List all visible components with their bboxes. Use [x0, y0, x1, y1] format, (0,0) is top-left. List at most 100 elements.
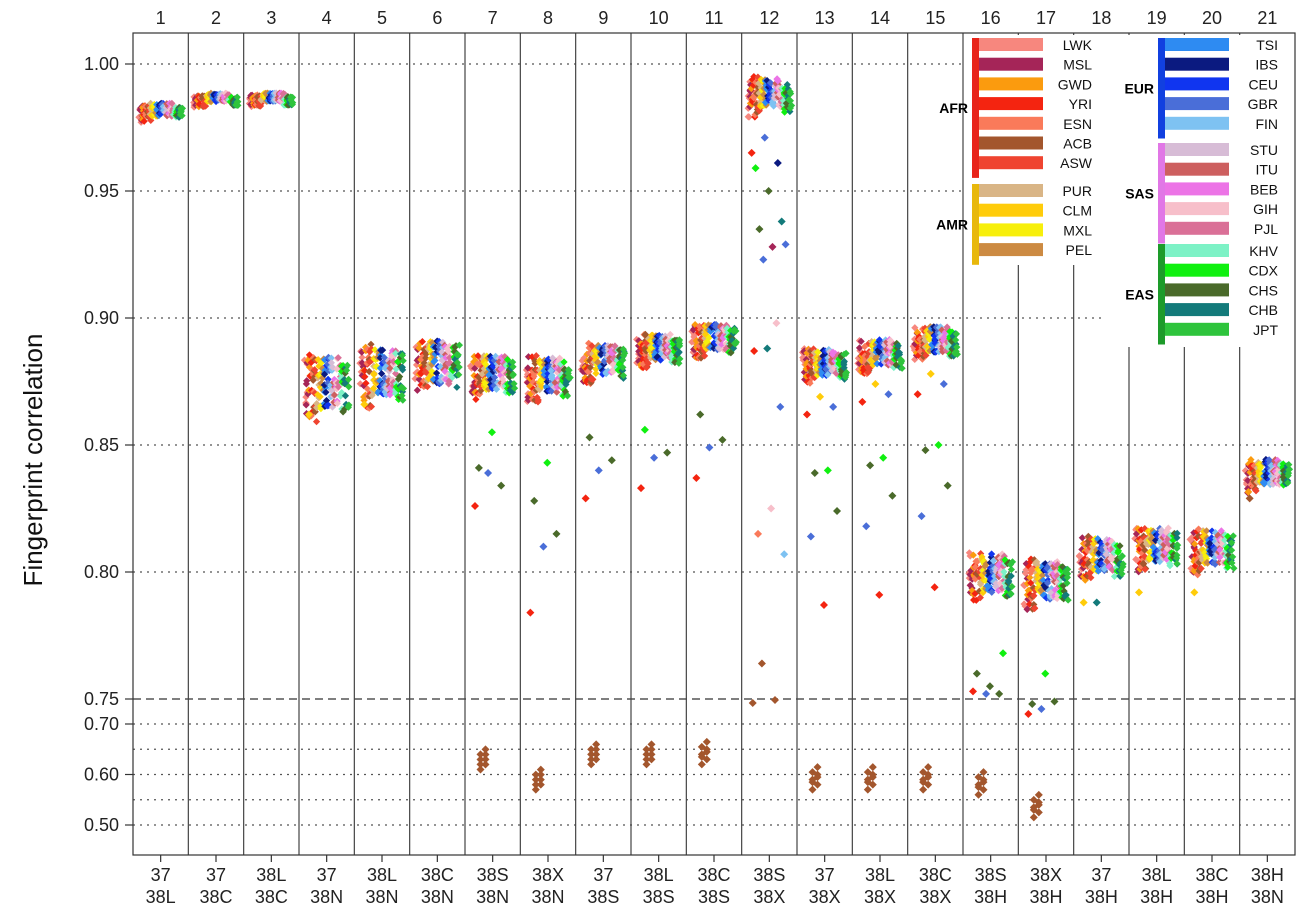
legend-item-pjl: PJL	[1254, 221, 1278, 237]
point-khv	[1110, 572, 1119, 581]
point-gwd	[802, 361, 811, 369]
outlier-chs	[888, 491, 897, 500]
point-yri	[1192, 551, 1200, 559]
point-fin	[881, 353, 889, 361]
outlier-acb	[647, 750, 656, 759]
point-jpt	[564, 366, 573, 374]
point-fin	[1156, 558, 1164, 566]
point-acb	[807, 347, 815, 355]
point-gbr	[1210, 546, 1219, 554]
point-gih	[1163, 545, 1171, 553]
point-pjl	[666, 350, 674, 358]
point-gbr	[547, 387, 556, 395]
y-axis-label: Fingerprint correlation	[18, 334, 48, 587]
point-pel	[816, 357, 824, 365]
point-asw	[588, 342, 596, 350]
outlier-acb	[924, 773, 933, 782]
legend-swatch	[1165, 221, 1229, 235]
point-stu	[549, 354, 557, 362]
point-ibs	[710, 344, 718, 352]
point-gih	[445, 347, 453, 356]
point-jpt	[1229, 532, 1237, 540]
outlier-acb	[868, 763, 877, 772]
x-tick-label: 38C	[421, 865, 454, 885]
point-gih	[445, 342, 454, 350]
legend-item-mxl: MXL	[1063, 222, 1092, 238]
point-khv	[1221, 531, 1229, 539]
point-ibs	[322, 388, 330, 396]
point-jpt	[1118, 570, 1126, 578]
legend-item-chs: CHS	[1248, 282, 1278, 298]
point-chb	[562, 378, 570, 386]
point-chb	[1061, 592, 1069, 600]
point-chs	[1279, 467, 1288, 475]
outlier-cdx	[879, 453, 888, 462]
outlier-acb	[592, 740, 601, 749]
outlier-chs	[995, 689, 1004, 698]
point-beb	[1161, 548, 1169, 556]
outlier-chs	[663, 448, 672, 457]
point-gwd	[1190, 555, 1199, 563]
point-gbr	[324, 360, 332, 368]
point-pel	[1038, 571, 1047, 579]
point-acb	[698, 340, 706, 348]
point-fin	[549, 375, 557, 383]
point-pur	[536, 386, 544, 394]
point-tsi	[596, 362, 605, 370]
point-mxl	[759, 87, 767, 96]
point-asw	[1141, 552, 1149, 561]
outlier-acb	[748, 699, 757, 707]
point-acb	[420, 359, 428, 367]
point-jpt	[898, 364, 906, 372]
outlier-yri	[803, 410, 811, 419]
point-fin	[492, 352, 500, 360]
point-asw	[811, 373, 819, 381]
point-khv	[338, 389, 346, 397]
point-jpt	[344, 375, 353, 384]
point-msl	[471, 364, 479, 372]
legend-item-ibs: IBS	[1255, 57, 1278, 73]
legend-swatch	[979, 184, 1043, 197]
point-acb	[311, 408, 319, 416]
point-beb	[1216, 546, 1224, 554]
point-jpt	[455, 341, 464, 349]
point-jpt	[786, 104, 794, 112]
point-itu	[1104, 556, 1112, 564]
point-msl	[1023, 605, 1031, 613]
point-fin	[824, 354, 832, 362]
plot-frame	[132, 32, 1296, 856]
point-cdx	[504, 380, 512, 388]
point-pel	[1202, 527, 1211, 535]
point-clm	[1034, 565, 1042, 573]
point-pjl	[389, 357, 398, 366]
outlier-acb	[757, 659, 766, 668]
point-gwd	[1190, 567, 1198, 575]
legend-item-fin: FIN	[1255, 116, 1278, 132]
legend-group-bar	[1158, 38, 1165, 139]
point-mxl	[647, 343, 656, 352]
point-chb	[949, 352, 958, 360]
outlier-acb	[808, 785, 817, 794]
x-tick-label: 38N	[421, 887, 454, 907]
y-axis-ticks: 1.00 0.95 0.90 0.85 0.80 0.75 0.70 0.60 0.50	[84, 54, 133, 835]
point-chb	[952, 340, 960, 348]
point-yri	[417, 381, 425, 389]
point-jpt	[619, 345, 627, 353]
legend-item-itu: ITU	[1255, 162, 1278, 178]
legend-group-label: AMR	[936, 216, 968, 232]
point-esn	[418, 353, 426, 361]
point-khv	[559, 369, 567, 378]
point-lwk	[358, 353, 366, 362]
outlier-acb	[974, 773, 983, 782]
point-khv	[448, 371, 457, 380]
outlier-acb	[1029, 805, 1038, 814]
point-ibs	[321, 381, 329, 389]
point-gwd	[526, 382, 534, 390]
x-tick-label: 37	[1091, 865, 1111, 885]
point-clm	[701, 322, 709, 330]
y-tick-label: 0.75	[84, 689, 119, 709]
point-pur	[536, 366, 544, 374]
point-pel	[317, 379, 325, 387]
point-gbr	[490, 373, 499, 381]
point-jpt	[398, 351, 407, 359]
